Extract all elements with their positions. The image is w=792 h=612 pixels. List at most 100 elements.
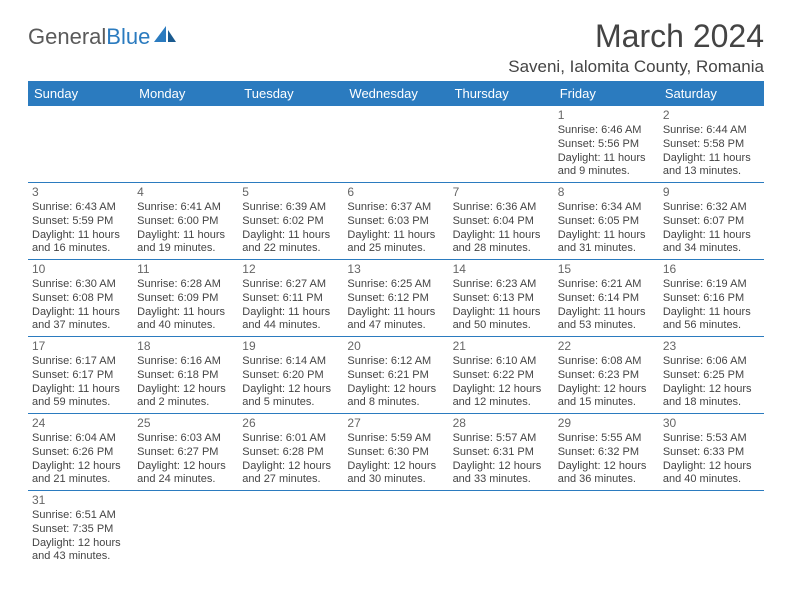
day-number: 29 bbox=[558, 416, 655, 431]
day1-text: Daylight: 12 hours bbox=[453, 460, 550, 474]
day-header: Saturday bbox=[659, 81, 764, 106]
sunset-text: Sunset: 6:05 PM bbox=[558, 215, 655, 229]
calendar-row: 3Sunrise: 6:43 AMSunset: 5:59 PMDaylight… bbox=[28, 183, 764, 260]
day2-text: and 15 minutes. bbox=[558, 396, 655, 410]
calendar-cell bbox=[449, 491, 554, 568]
day2-text: and 19 minutes. bbox=[137, 242, 234, 256]
calendar-cell: 14Sunrise: 6:23 AMSunset: 6:13 PMDayligh… bbox=[449, 260, 554, 337]
day2-text: and 33 minutes. bbox=[453, 473, 550, 487]
sunset-text: Sunset: 6:28 PM bbox=[242, 446, 339, 460]
day-header: Thursday bbox=[449, 81, 554, 106]
calendar-cell bbox=[554, 491, 659, 568]
calendar-page: GeneralBlue March 2024 Saveni, Ialomita … bbox=[0, 0, 792, 585]
day1-text: Daylight: 11 hours bbox=[137, 229, 234, 243]
calendar-cell bbox=[238, 491, 343, 568]
day-number: 7 bbox=[453, 185, 550, 200]
title-block: March 2024 Saveni, Ialomita County, Roma… bbox=[508, 18, 764, 77]
sunrise-text: Sunrise: 6:17 AM bbox=[32, 355, 129, 369]
sunset-text: Sunset: 6:12 PM bbox=[347, 292, 444, 306]
sunrise-text: Sunrise: 6:41 AM bbox=[137, 201, 234, 215]
day1-text: Daylight: 12 hours bbox=[32, 460, 129, 474]
day1-text: Daylight: 11 hours bbox=[32, 229, 129, 243]
calendar-cell: 13Sunrise: 6:25 AMSunset: 6:12 PMDayligh… bbox=[343, 260, 448, 337]
calendar-cell: 15Sunrise: 6:21 AMSunset: 6:14 PMDayligh… bbox=[554, 260, 659, 337]
day-number: 25 bbox=[137, 416, 234, 431]
day-number: 22 bbox=[558, 339, 655, 354]
sunrise-text: Sunrise: 6:03 AM bbox=[137, 432, 234, 446]
calendar-cell: 5Sunrise: 6:39 AMSunset: 6:02 PMDaylight… bbox=[238, 183, 343, 260]
day-number: 14 bbox=[453, 262, 550, 277]
calendar-table: Sunday Monday Tuesday Wednesday Thursday… bbox=[28, 81, 764, 567]
day-header: Tuesday bbox=[238, 81, 343, 106]
day2-text: and 53 minutes. bbox=[558, 319, 655, 333]
calendar-cell bbox=[133, 491, 238, 568]
sunset-text: Sunset: 6:32 PM bbox=[558, 446, 655, 460]
header: GeneralBlue March 2024 Saveni, Ialomita … bbox=[28, 18, 764, 77]
day2-text: and 59 minutes. bbox=[32, 396, 129, 410]
calendar-cell: 8Sunrise: 6:34 AMSunset: 6:05 PMDaylight… bbox=[554, 183, 659, 260]
day2-text: and 56 minutes. bbox=[663, 319, 760, 333]
day-number: 17 bbox=[32, 339, 129, 354]
sunrise-text: Sunrise: 6:23 AM bbox=[453, 278, 550, 292]
day-number: 15 bbox=[558, 262, 655, 277]
calendar-cell bbox=[449, 106, 554, 183]
calendar-row: 10Sunrise: 6:30 AMSunset: 6:08 PMDayligh… bbox=[28, 260, 764, 337]
sunrise-text: Sunrise: 6:27 AM bbox=[242, 278, 339, 292]
calendar-cell: 16Sunrise: 6:19 AMSunset: 6:16 PMDayligh… bbox=[659, 260, 764, 337]
day2-text: and 34 minutes. bbox=[663, 242, 760, 256]
day1-text: Daylight: 12 hours bbox=[242, 383, 339, 397]
day-number: 10 bbox=[32, 262, 129, 277]
day1-text: Daylight: 12 hours bbox=[453, 383, 550, 397]
calendar-cell: 19Sunrise: 6:14 AMSunset: 6:20 PMDayligh… bbox=[238, 337, 343, 414]
calendar-cell: 31Sunrise: 6:51 AMSunset: 7:35 PMDayligh… bbox=[28, 491, 133, 568]
calendar-cell: 28Sunrise: 5:57 AMSunset: 6:31 PMDayligh… bbox=[449, 414, 554, 491]
calendar-row: 17Sunrise: 6:17 AMSunset: 6:17 PMDayligh… bbox=[28, 337, 764, 414]
sunrise-text: Sunrise: 6:30 AM bbox=[32, 278, 129, 292]
calendar-cell: 30Sunrise: 5:53 AMSunset: 6:33 PMDayligh… bbox=[659, 414, 764, 491]
sunset-text: Sunset: 5:59 PM bbox=[32, 215, 129, 229]
calendar-cell bbox=[659, 491, 764, 568]
sail-icon bbox=[152, 24, 178, 50]
sunrise-text: Sunrise: 6:25 AM bbox=[347, 278, 444, 292]
day-number: 1 bbox=[558, 108, 655, 123]
day-header: Monday bbox=[133, 81, 238, 106]
sunset-text: Sunset: 6:07 PM bbox=[663, 215, 760, 229]
calendar-cell: 25Sunrise: 6:03 AMSunset: 6:27 PMDayligh… bbox=[133, 414, 238, 491]
calendar-cell bbox=[343, 491, 448, 568]
day1-text: Daylight: 12 hours bbox=[663, 460, 760, 474]
sunrise-text: Sunrise: 5:59 AM bbox=[347, 432, 444, 446]
calendar-cell: 11Sunrise: 6:28 AMSunset: 6:09 PMDayligh… bbox=[133, 260, 238, 337]
sunset-text: Sunset: 6:14 PM bbox=[558, 292, 655, 306]
sunrise-text: Sunrise: 5:55 AM bbox=[558, 432, 655, 446]
sunrise-text: Sunrise: 6:10 AM bbox=[453, 355, 550, 369]
sunset-text: Sunset: 5:58 PM bbox=[663, 138, 760, 152]
calendar-cell: 24Sunrise: 6:04 AMSunset: 6:26 PMDayligh… bbox=[28, 414, 133, 491]
day1-text: Daylight: 11 hours bbox=[453, 306, 550, 320]
sunset-text: Sunset: 6:30 PM bbox=[347, 446, 444, 460]
day1-text: Daylight: 11 hours bbox=[32, 306, 129, 320]
calendar-cell: 4Sunrise: 6:41 AMSunset: 6:00 PMDaylight… bbox=[133, 183, 238, 260]
day2-text: and 44 minutes. bbox=[242, 319, 339, 333]
calendar-cell bbox=[238, 106, 343, 183]
day1-text: Daylight: 12 hours bbox=[347, 383, 444, 397]
calendar-cell: 17Sunrise: 6:17 AMSunset: 6:17 PMDayligh… bbox=[28, 337, 133, 414]
day-number: 4 bbox=[137, 185, 234, 200]
sunrise-text: Sunrise: 5:53 AM bbox=[663, 432, 760, 446]
calendar-cell: 7Sunrise: 6:36 AMSunset: 6:04 PMDaylight… bbox=[449, 183, 554, 260]
sunset-text: Sunset: 6:33 PM bbox=[663, 446, 760, 460]
month-title: March 2024 bbox=[508, 18, 764, 55]
day1-text: Daylight: 11 hours bbox=[347, 229, 444, 243]
sunrise-text: Sunrise: 6:04 AM bbox=[32, 432, 129, 446]
sunset-text: Sunset: 6:27 PM bbox=[137, 446, 234, 460]
calendar-cell bbox=[28, 106, 133, 183]
day2-text: and 16 minutes. bbox=[32, 242, 129, 256]
sunrise-text: Sunrise: 6:37 AM bbox=[347, 201, 444, 215]
day-header: Wednesday bbox=[343, 81, 448, 106]
sunrise-text: Sunrise: 6:51 AM bbox=[32, 509, 129, 523]
sunrise-text: Sunrise: 6:21 AM bbox=[558, 278, 655, 292]
day2-text: and 21 minutes. bbox=[32, 473, 129, 487]
sunset-text: Sunset: 6:16 PM bbox=[663, 292, 760, 306]
day-number: 20 bbox=[347, 339, 444, 354]
day-number: 5 bbox=[242, 185, 339, 200]
sunrise-text: Sunrise: 6:46 AM bbox=[558, 124, 655, 138]
